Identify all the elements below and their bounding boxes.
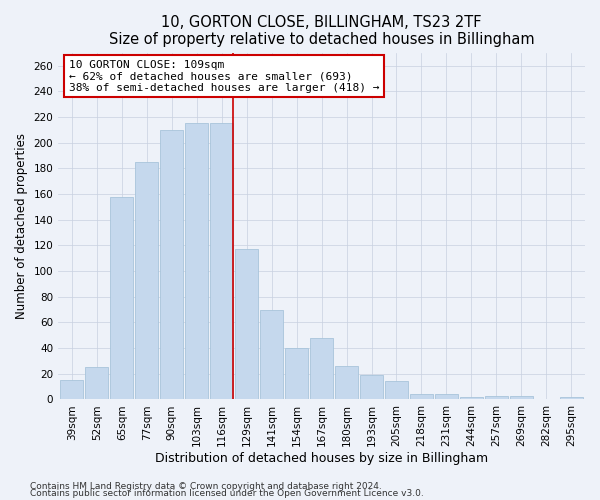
Bar: [435, 394, 458, 400]
Bar: [85, 368, 109, 400]
Bar: [110, 196, 133, 400]
Bar: [485, 396, 508, 400]
Bar: [285, 348, 308, 400]
Bar: [560, 397, 583, 400]
Bar: [510, 396, 533, 400]
X-axis label: Distribution of detached houses by size in Billingham: Distribution of detached houses by size …: [155, 452, 488, 465]
Bar: [260, 310, 283, 400]
Bar: [385, 382, 408, 400]
Bar: [360, 375, 383, 400]
Bar: [185, 124, 208, 400]
Y-axis label: Number of detached properties: Number of detached properties: [15, 133, 28, 319]
Bar: [210, 124, 233, 400]
Bar: [61, 380, 83, 400]
Bar: [460, 397, 483, 400]
Bar: [160, 130, 183, 400]
Text: Contains HM Land Registry data © Crown copyright and database right 2024.: Contains HM Land Registry data © Crown c…: [30, 482, 382, 491]
Title: 10, GORTON CLOSE, BILLINGHAM, TS23 2TF
Size of property relative to detached hou: 10, GORTON CLOSE, BILLINGHAM, TS23 2TF S…: [109, 15, 535, 48]
Text: Contains public sector information licensed under the Open Government Licence v3: Contains public sector information licen…: [30, 490, 424, 498]
Text: 10 GORTON CLOSE: 109sqm
← 62% of detached houses are smaller (693)
38% of semi-d: 10 GORTON CLOSE: 109sqm ← 62% of detache…: [69, 60, 379, 93]
Bar: [335, 366, 358, 400]
Bar: [136, 162, 158, 400]
Bar: [235, 249, 258, 400]
Bar: [310, 338, 333, 400]
Bar: [410, 394, 433, 400]
